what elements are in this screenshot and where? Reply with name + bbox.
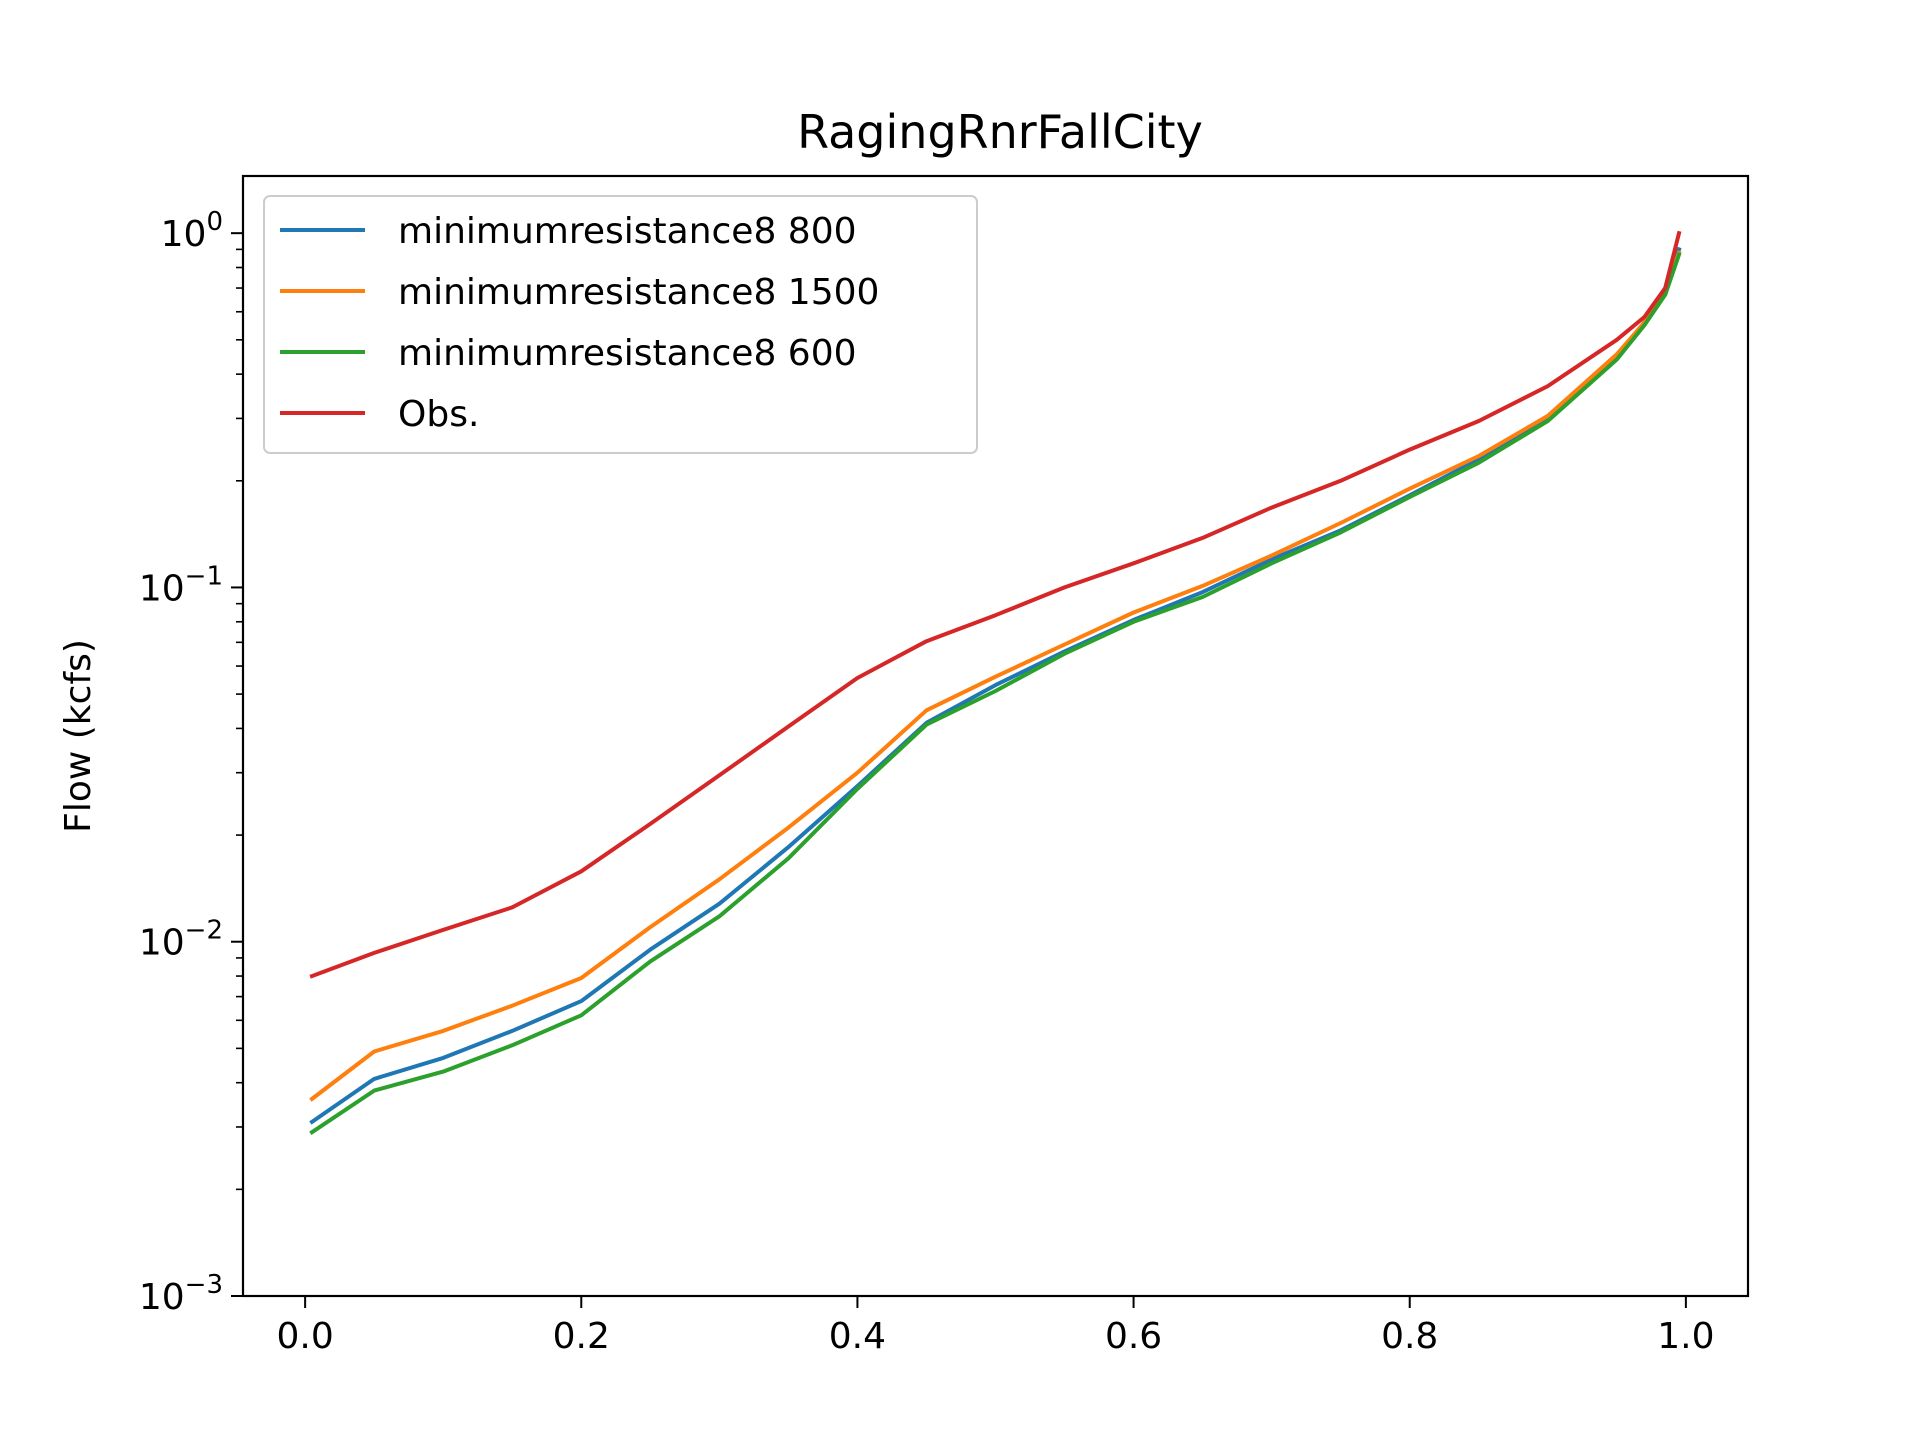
legend: minimumresistance8 800 minimumresistance8… [263,195,978,454]
plot-frame [241,174,1750,1298]
x-tick-label: 0.0 [277,1316,334,1357]
series-line [309,230,1682,979]
legend-label: minimumresistance8 1500 [398,272,879,313]
legend-frame [263,195,978,454]
legend-items: minimumresistance8 800 minimumresistance8… [280,211,879,435]
series-line [309,250,1682,1102]
y-tick-label: 10−2 [139,916,223,964]
x-tick-label: 1.0 [1657,1316,1714,1357]
chart-title: RagingRnrFallCity [797,105,1203,159]
y-axis-label: Flow (kcfs) [58,639,99,833]
plot-area [241,174,1750,1298]
y-tick-label: 10−1 [139,561,223,609]
y-axis: 10−3 10−2 10−1 100 [139,207,243,1318]
lines-layer [309,230,1682,1135]
x-tick-label: 0.6 [1105,1316,1162,1357]
x-tick-label: 0.4 [829,1316,886,1357]
legend-label: Obs. [398,394,479,435]
series-line [309,252,1682,1135]
legend-label: minimumresistance8 600 [398,333,857,374]
y-tick-label: 100 [161,207,223,255]
x-tick-label: 0.8 [1381,1316,1438,1357]
y-tick-label: 10−3 [139,1270,223,1318]
legend-label: minimumresistance8 800 [398,211,857,252]
x-tick-label: 0.2 [553,1316,610,1357]
x-axis: 0.0 0.2 0.4 0.6 0.8 1.0 [277,1296,1714,1357]
